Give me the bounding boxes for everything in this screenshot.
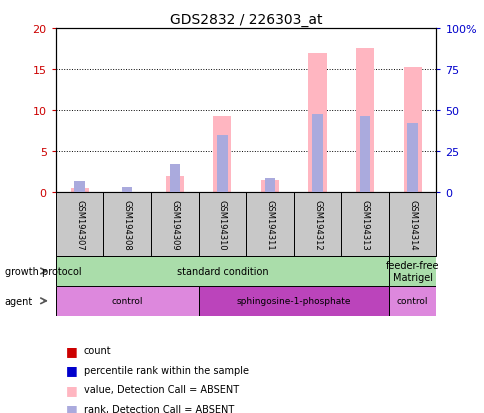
Bar <box>74 182 85 192</box>
Bar <box>264 178 274 192</box>
Text: GSM194311: GSM194311 <box>265 199 274 250</box>
Bar <box>407 124 417 192</box>
Bar <box>355 49 373 192</box>
Bar <box>213 116 231 192</box>
Bar <box>217 136 227 192</box>
Bar <box>268 189 271 192</box>
Text: GSM194312: GSM194312 <box>312 199 321 250</box>
Bar <box>359 116 370 192</box>
Text: percentile rank within the sample: percentile rank within the sample <box>84 365 248 375</box>
Bar <box>121 188 132 192</box>
Bar <box>166 176 183 192</box>
Text: GSM194314: GSM194314 <box>408 199 416 250</box>
Text: sphingosine-1-phosphate: sphingosine-1-phosphate <box>236 297 350 306</box>
Text: GSM194310: GSM194310 <box>217 199 227 250</box>
Bar <box>403 68 421 192</box>
Bar <box>103 192 151 256</box>
Text: standard condition: standard condition <box>176 266 268 276</box>
Bar <box>56 192 103 256</box>
Text: GSM194308: GSM194308 <box>122 199 131 250</box>
Bar <box>169 165 180 192</box>
Text: GSM194309: GSM194309 <box>170 199 179 250</box>
Bar <box>388 192 436 256</box>
Bar <box>78 190 81 192</box>
Bar <box>245 192 293 256</box>
Text: control: control <box>396 297 427 306</box>
Bar <box>388 256 436 286</box>
Text: feeder-free
Matrigel: feeder-free Matrigel <box>385 261 439 282</box>
Bar <box>56 256 388 286</box>
Text: ■: ■ <box>65 383 77 396</box>
Text: control: control <box>111 297 143 306</box>
Bar <box>308 54 326 192</box>
Text: GSM194307: GSM194307 <box>75 199 84 250</box>
Bar <box>173 191 176 192</box>
Bar <box>293 192 341 256</box>
Text: value, Detection Call = ABSENT: value, Detection Call = ABSENT <box>84 385 239 394</box>
Bar <box>312 115 322 192</box>
Bar <box>70 188 89 192</box>
Text: rank, Detection Call = ABSENT: rank, Detection Call = ABSENT <box>84 404 234 413</box>
Bar <box>388 286 436 316</box>
Text: growth protocol: growth protocol <box>5 266 81 276</box>
Text: agent: agent <box>5 296 33 306</box>
Bar <box>151 192 198 256</box>
Bar <box>341 192 388 256</box>
Bar <box>260 180 278 192</box>
Text: ■: ■ <box>65 402 77 413</box>
Bar <box>198 192 245 256</box>
Text: GSM194313: GSM194313 <box>360 199 369 250</box>
Title: GDS2832 / 226303_at: GDS2832 / 226303_at <box>169 12 322 26</box>
Bar <box>198 286 388 316</box>
Text: count: count <box>84 346 111 356</box>
Text: ■: ■ <box>65 363 77 377</box>
Bar <box>56 286 198 316</box>
Text: ■: ■ <box>65 344 77 357</box>
